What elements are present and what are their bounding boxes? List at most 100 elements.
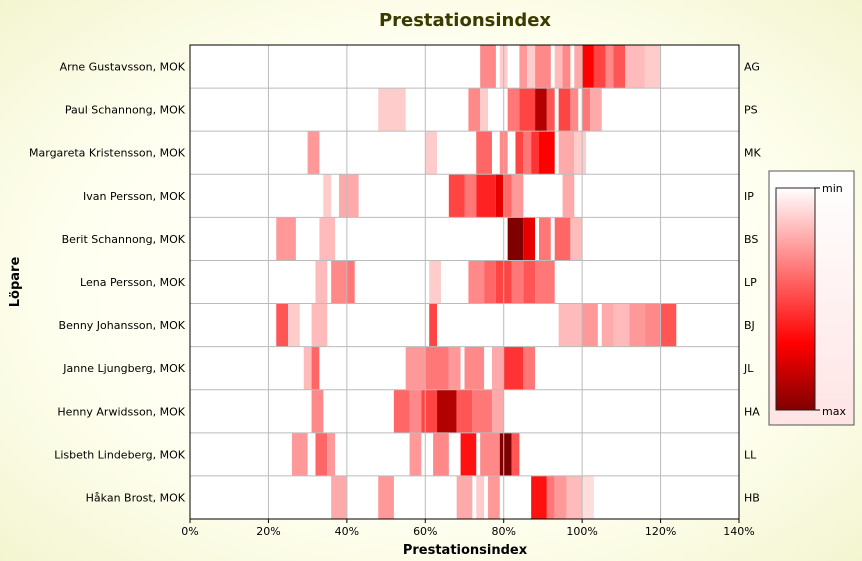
- y-axis-title: Löpare: [8, 257, 23, 308]
- row-label-mk: Margareta Kristensson, MOK: [29, 147, 186, 160]
- heat-band-ll-8: [511, 432, 520, 476]
- grid-lines: [189, 45, 740, 523]
- row-codes: AG PS MK IP BS LP BJ JL HA LL HB: [743, 61, 761, 505]
- heat-band-ip-6: [503, 174, 512, 218]
- heat-band-jl-2: [405, 346, 426, 390]
- heat-band-bj-6: [601, 303, 614, 347]
- heat-band-ag-11: [613, 45, 626, 89]
- heat-band-hb-7: [554, 475, 567, 519]
- heat-band-ha-2: [409, 389, 422, 433]
- heat-band-hb-1: [378, 475, 394, 519]
- heat-band-bs-4: [539, 217, 551, 261]
- heat-band-ag-5: [554, 45, 563, 89]
- heat-band-ll-3: [409, 432, 422, 476]
- heat-band-ll-1: [315, 432, 328, 476]
- x-tick-label-0: 0%: [181, 525, 198, 538]
- heat-band-bs-0: [276, 217, 296, 261]
- heat-band-hb-6: [546, 475, 555, 519]
- heat-band-ps-9: [582, 88, 590, 132]
- heat-band-lp-0: [315, 260, 328, 304]
- heat-band-mk-4: [515, 131, 524, 175]
- heat-band-bs-1: [319, 217, 336, 261]
- heat-band-ha-7: [491, 389, 504, 433]
- heat-band-ag-3: [527, 45, 536, 89]
- heat-band-lp-1: [331, 260, 347, 304]
- heat-band-ip-5: [495, 174, 504, 218]
- heat-band-ll-4: [433, 432, 449, 476]
- heat-band-mk-9: [574, 131, 587, 175]
- heat-band-lp-5: [484, 260, 496, 304]
- heat-band-ps-10: [589, 88, 602, 132]
- heat-band-ip-0: [323, 174, 332, 218]
- heat-band-bj-8: [629, 303, 645, 347]
- heat-band-jl-4: [448, 346, 461, 390]
- row-code-jl: JL: [743, 362, 754, 375]
- heat-band-bj-2: [311, 303, 328, 347]
- heat-band-jl-6: [491, 346, 504, 390]
- heat-band-ps-1: [468, 88, 481, 132]
- row-labels: Arne Gustavsson, MOK Paul Schannong, MOK M…: [29, 61, 186, 505]
- heat-band-mk-6: [531, 131, 539, 175]
- heat-band-lp-3: [429, 260, 441, 304]
- row-label-ps: Paul Schannong, MOK: [65, 104, 186, 117]
- heat-band-ps-6: [546, 88, 555, 132]
- heat-band-lp-9: [535, 260, 555, 304]
- row-label-ha: Henny Arwidsson, MOK: [57, 405, 185, 418]
- row-label-ll: Lisbeth Lindeberg, MOK: [54, 448, 186, 461]
- plot-border: [189, 44, 740, 520]
- heat-band-ps-4: [519, 88, 536, 132]
- heat-band-jl-7: [503, 346, 524, 390]
- heat-band-ps-8: [570, 88, 579, 132]
- row-code-hb: HB: [744, 492, 760, 505]
- heat-band-bj-7: [613, 303, 630, 347]
- heat-band-bj-4: [558, 303, 583, 347]
- heat-band-hb-8: [566, 475, 583, 519]
- row-code-ll: LL: [744, 448, 757, 461]
- heat-band-hb-3: [476, 475, 485, 519]
- row-label-hb: Håkan Brost, MOK: [86, 492, 186, 505]
- x-tick-label-40: 40%: [335, 525, 359, 538]
- x-tick-label-100: 100%: [566, 525, 597, 538]
- legend: min max: [768, 170, 855, 426]
- heat-band-ip-1: [339, 174, 359, 218]
- heat-band-ip-3: [464, 174, 477, 218]
- heat-band-jl-3: [425, 346, 449, 390]
- heat-band-jl-1: [311, 346, 320, 390]
- heat-band-mk-7: [539, 131, 555, 175]
- x-axis-title: Prestationsindex: [403, 543, 528, 558]
- heat-band-lp-7: [511, 260, 524, 304]
- heat-band-ip-2: [448, 174, 465, 218]
- x-tick-label-140: 140%: [723, 525, 754, 538]
- heat-band-mk-8: [558, 131, 575, 175]
- heat-band-ha-4: [437, 389, 457, 433]
- heat-band-bj-3: [429, 303, 438, 347]
- heat-band-hb-9: [582, 475, 594, 519]
- heat-band-ag-13: [644, 45, 661, 89]
- heat-band-mk-5: [523, 131, 532, 175]
- heat-band-bs-2: [507, 217, 524, 261]
- row-code-ha: HA: [744, 405, 760, 418]
- x-tick-label-120: 120%: [645, 525, 676, 538]
- x-tick-labels: 0% 20% 40% 60% 80% 100% 120% 140%: [181, 525, 754, 538]
- row-code-bs: BS: [744, 233, 758, 246]
- heat-band-ag-10: [605, 45, 614, 89]
- heat-band-hb-2: [456, 475, 473, 519]
- heat-band-ll-5: [460, 432, 477, 476]
- heat-band-jl-5: [464, 346, 485, 390]
- row-label-jl: Janne Ljungberg, MOK: [62, 362, 186, 375]
- heat-band-ps-2: [480, 88, 489, 132]
- x-tick-label-20: 20%: [256, 525, 280, 538]
- row-code-lp: LP: [744, 276, 757, 289]
- heat-band-mk-1: [425, 131, 438, 175]
- heat-band-lp-2: [346, 260, 355, 304]
- heat-band-bs-5: [554, 217, 571, 261]
- row-code-mk: MK: [744, 147, 761, 160]
- heat-band-lp-4: [468, 260, 485, 304]
- heat-band-bj-9: [644, 303, 661, 347]
- heat-band-mk-2: [476, 131, 492, 175]
- heat-band-ag-12: [625, 45, 645, 89]
- heat-band-bj-0: [276, 303, 289, 347]
- legend-max-label: max: [822, 405, 846, 418]
- heat-band-jl-0: [303, 346, 312, 390]
